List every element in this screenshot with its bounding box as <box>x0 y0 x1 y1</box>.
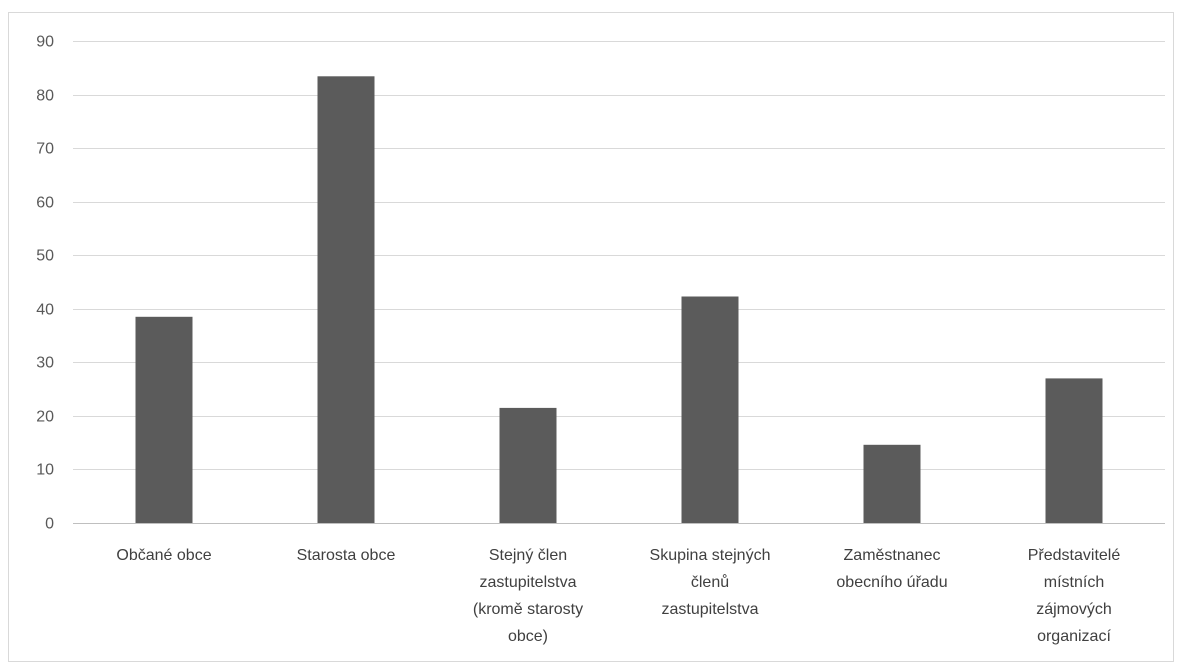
y-tick-label: 80 <box>36 88 54 105</box>
y-tick-label: 0 <box>45 516 54 533</box>
chart-frame <box>8 12 1174 662</box>
gridlines <box>73 41 1165 524</box>
y-tick-label: 70 <box>36 141 54 158</box>
y-tick-label: 50 <box>36 248 54 265</box>
y-tick-label: 20 <box>36 409 54 426</box>
category-label: Starosta obce <box>297 547 396 564</box>
y-tick-label: 10 <box>36 462 54 479</box>
category-label: Představitelé místních zájmových organizací <box>1028 547 1121 645</box>
category-label: Stejný člen zastupitelstva (kromě starosty… <box>473 547 583 645</box>
bar <box>135 316 193 523</box>
bar <box>317 76 375 524</box>
y-tick-label: 90 <box>36 34 54 51</box>
bars <box>135 76 1103 524</box>
category-labels: Občané obce Starosta obce Stejný člen zastu… <box>116 547 1120 645</box>
bar <box>681 296 739 523</box>
y-tick-label: 60 <box>36 195 54 212</box>
y-tick-label: 30 <box>36 355 54 372</box>
y-tick-label: 40 <box>36 302 54 319</box>
y-axis-ticks: 0 10 20 30 40 50 60 70 80 90 <box>36 34 54 533</box>
bar <box>863 444 921 523</box>
category-label: Zaměstnanec obecního úřadu <box>836 547 947 591</box>
bar <box>499 407 557 523</box>
bar <box>1045 378 1103 523</box>
category-label: Občané obce <box>116 547 211 564</box>
category-label: Skupina stejných členů zastupitelstva <box>650 547 771 618</box>
